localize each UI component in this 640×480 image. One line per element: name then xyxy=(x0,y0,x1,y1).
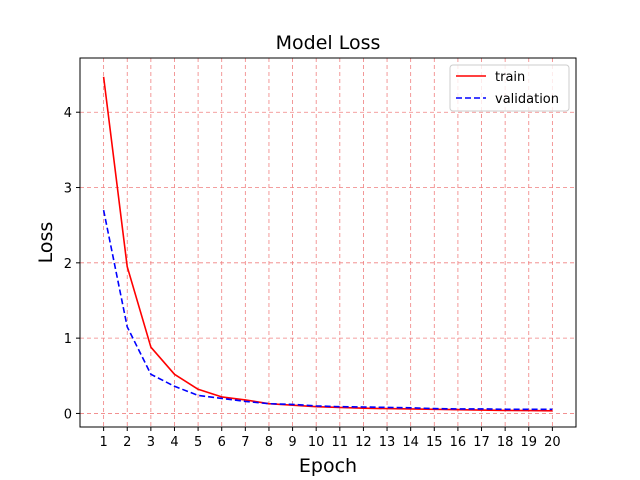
x-tick-label: 17 xyxy=(473,435,490,450)
x-axis: 1 2 3 4 5 6 7 8 9 10 11 12 13 14 15 16 17 18 19 20 xyxy=(99,427,561,450)
y-tick-label: 0 xyxy=(64,407,72,422)
legend-label-train: train xyxy=(495,70,525,85)
y-axis-label: Loss xyxy=(35,222,57,264)
x-tick-label: 14 xyxy=(402,435,419,450)
x-tick-label: 16 xyxy=(450,435,467,450)
x-tick-label: 4 xyxy=(170,435,178,450)
y-tick-label: 2 xyxy=(64,257,72,272)
x-tick-label: 13 xyxy=(379,435,396,450)
x-tick-label: 10 xyxy=(308,435,325,450)
y-axis: 0 1 2 3 4 xyxy=(64,106,80,422)
x-tick-label: 5 xyxy=(194,435,202,450)
x-tick-label: 3 xyxy=(147,435,155,450)
x-tick-label: 1 xyxy=(99,435,107,450)
chart-title: Model Loss xyxy=(276,32,381,54)
y-tick-label: 1 xyxy=(64,332,72,347)
x-tick-label: 20 xyxy=(544,435,561,450)
plot-area-frame xyxy=(79,57,577,428)
y-tick-label: 4 xyxy=(64,106,72,121)
series-line-train xyxy=(102,76,553,412)
x-tick-label: 7 xyxy=(241,435,249,450)
x-axis-label: Epoch xyxy=(299,455,357,477)
legend: train validation xyxy=(449,64,570,112)
legend-label-validation: validation xyxy=(495,92,559,107)
series-layer xyxy=(102,76,553,412)
x-tick-label: 18 xyxy=(497,435,514,450)
x-tick-label: 8 xyxy=(265,435,273,450)
series-line-validation xyxy=(102,209,553,411)
x-tick-label: 9 xyxy=(288,435,296,450)
x-tick-label: 11 xyxy=(332,435,349,450)
x-tick-label: 19 xyxy=(520,435,537,450)
x-tick-label: 12 xyxy=(355,435,372,450)
y-tick-label: 3 xyxy=(64,182,72,197)
x-tick-label: 6 xyxy=(218,435,226,450)
x-tick-label: 2 xyxy=(123,435,131,450)
x-tick-label: 15 xyxy=(426,435,443,450)
grid xyxy=(80,58,576,427)
